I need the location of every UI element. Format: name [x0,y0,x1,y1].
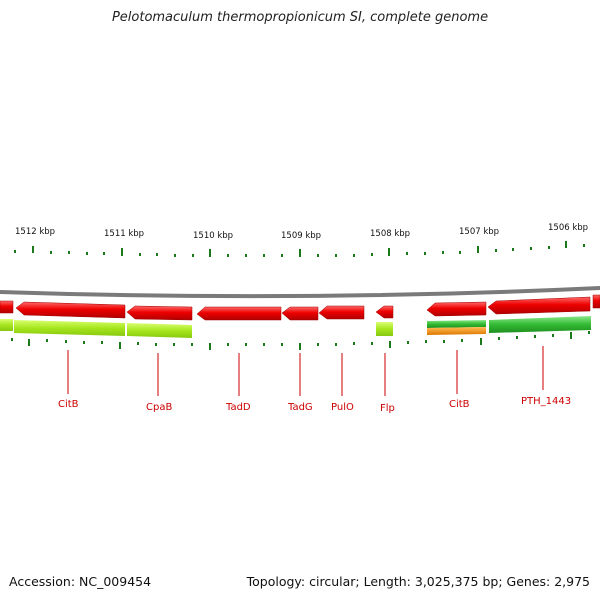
scale-label: 1511 kbp [104,229,144,239]
gene-arrow[interactable] [196,306,282,321]
track-segment-lime[interactable] [376,322,393,336]
gene-arrow[interactable] [281,306,319,321]
accession-text: Accession: NC_009454 [9,574,152,589]
gene-arrow[interactable] [318,305,365,320]
gene-label-cpab[interactable]: CpaB [146,402,172,413]
gene-track-red [0,294,600,321]
scale-label: 1512 kbp [15,227,55,237]
gene-arrow[interactable] [375,305,394,319]
track-segment-green[interactable] [489,316,591,333]
gene-label-citb[interactable]: CitB [449,399,470,410]
scale-label: 1507 kbp [459,227,499,237]
gene-arrow[interactable] [15,301,126,319]
gene-label-tadd[interactable]: TadD [225,402,251,413]
gene-label-tadg[interactable]: TadG [287,402,313,413]
gene-arrow[interactable] [592,294,600,309]
track-segment-green[interactable] [427,320,486,328]
genome-title: Pelotomaculum thermopropionicum SI, comp… [111,10,489,25]
gene-label-pulo[interactable]: PulO [331,402,354,413]
gene-label-pth-1443[interactable]: PTH_1443 [521,396,571,407]
genome-summary-text: Topology: circular; Length: 3,025,375 bp… [246,574,590,589]
gene-track-colored [0,316,591,338]
scale-label: 1510 kbp [193,231,233,241]
scale-label: 1506 kbp [548,223,588,233]
gene-label-citb[interactable]: CitB [58,399,79,410]
scale-labels: 1512 kbp 1511 kbp 1510 kbp 1509 kbp 1508… [15,223,588,241]
track-segment-lime[interactable] [127,323,192,338]
gene-arrow[interactable] [126,305,193,321]
label-connectors [67,346,544,396]
genome-backbone [0,286,600,299]
scale-label: 1509 kbp [281,231,321,241]
scale-label: 1508 kbp [370,229,410,239]
track-segment-orange[interactable] [427,327,486,335]
gene-arrow[interactable] [426,301,487,317]
gene-label-flp[interactable]: Flp [380,403,395,414]
gene-arrow[interactable] [0,300,14,314]
gene-arrow[interactable] [487,296,591,315]
inner-ticks [11,331,590,350]
outer-ticks [14,241,585,257]
gene-labels: CitB CpaB TadD TadG PulO Flp CitB PTH_14… [58,396,571,414]
track-segment-lime[interactable] [0,319,13,331]
track-segment-lime[interactable] [14,320,125,336]
